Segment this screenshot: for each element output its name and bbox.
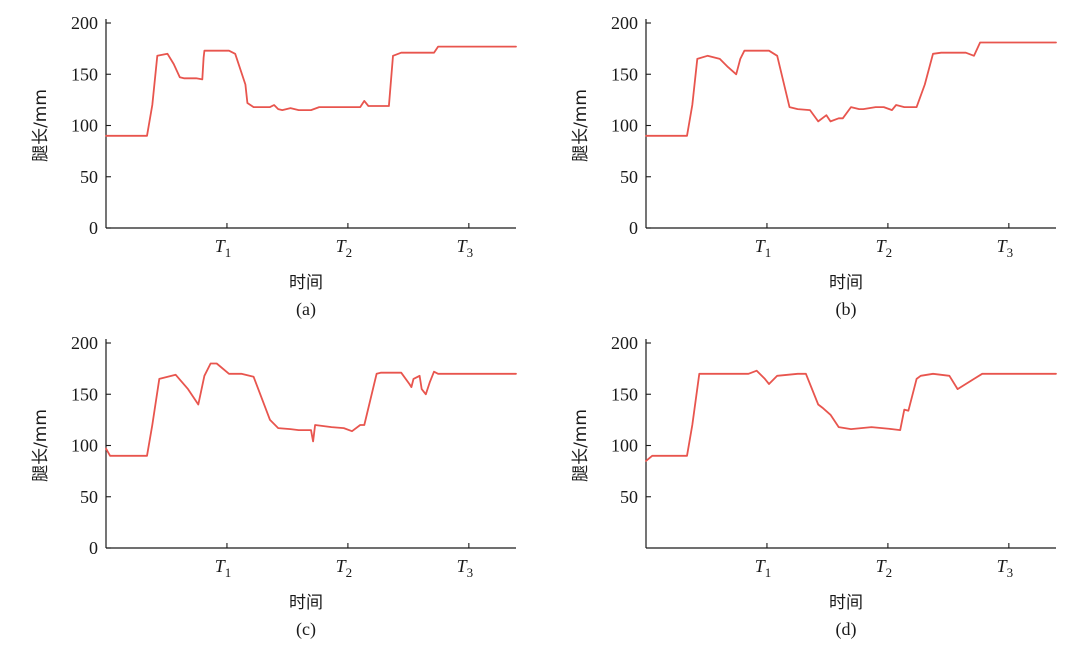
y-tick-label: 50 <box>80 487 98 507</box>
series-line <box>645 369 1057 462</box>
y-tick-label: 100 <box>71 116 98 136</box>
x-tick-label: T1 <box>755 556 772 580</box>
series-line <box>105 362 517 457</box>
y-tick-label: 50 <box>620 167 638 187</box>
y-tick-label: 150 <box>611 64 638 84</box>
panel-caption: (d) <box>836 619 857 640</box>
y-tick-label: 0 <box>629 218 638 238</box>
x-axis-label: 时间 <box>829 593 863 613</box>
x-tick-label: T2 <box>876 236 893 260</box>
x-tick-label: T1 <box>755 236 772 260</box>
x-tick-label: T3 <box>457 236 474 260</box>
x-tick-label: T2 <box>876 556 893 580</box>
series-line <box>105 45 517 137</box>
y-axis-label: 腿长/mm <box>571 409 591 482</box>
x-axis-label: 时间 <box>289 273 323 293</box>
y-tick-label: 150 <box>611 384 638 404</box>
x-tick-label: T1 <box>215 556 232 580</box>
y-tick-label: 100 <box>611 116 638 136</box>
panel-caption: (c) <box>296 619 316 640</box>
x-tick-label: T3 <box>997 556 1014 580</box>
x-axis-label: 时间 <box>289 593 323 613</box>
y-tick-label: 200 <box>611 13 638 33</box>
y-tick-label: 150 <box>71 64 98 84</box>
panel-caption: (a) <box>296 299 316 320</box>
y-tick-label: 50 <box>620 487 638 507</box>
x-tick-label: T2 <box>336 236 353 260</box>
chart-b-svg: 0 50 100 150 200 T1 T2 T3 腿长/mm 时间 (b) <box>571 13 1057 320</box>
y-tick-label: 200 <box>71 13 98 33</box>
x-tick-label: T2 <box>336 556 353 580</box>
y-axis-label: 腿长/mm <box>31 409 51 482</box>
x-tick-label: T1 <box>215 236 232 260</box>
y-tick-label: 150 <box>71 384 98 404</box>
x-tick-label: T3 <box>457 556 474 580</box>
y-tick-label: 0 <box>89 538 98 558</box>
y-axis-label: 腿长/mm <box>571 89 591 162</box>
chart-panel-c: 0 50 100 150 200 T1 T2 T3 腿长/mm 时间 (c) <box>0 320 540 650</box>
chart-c-svg: 0 50 100 150 200 T1 T2 T3 腿长/mm 时间 (c) <box>31 333 517 640</box>
chart-panel-a: 0 50 100 150 200 T1 T2 T3 腿长/mm 时间 (a) <box>0 0 540 330</box>
y-tick-label: 100 <box>71 436 98 456</box>
chart-d-svg: 50 100 150 200 T1 T2 T3 腿长/mm 时间 (d) <box>571 333 1057 640</box>
y-tick-label: 0 <box>89 218 98 238</box>
chart-panel-d: 50 100 150 200 T1 T2 T3 腿长/mm 时间 (d) <box>540 320 1080 650</box>
panel-caption: (b) <box>836 299 857 320</box>
x-axis-label: 时间 <box>829 273 863 293</box>
series-line <box>645 41 1057 137</box>
y-tick-label: 100 <box>611 436 638 456</box>
chart-panel-b: 0 50 100 150 200 T1 T2 T3 腿长/mm 时间 (b) <box>540 0 1080 330</box>
x-tick-label: T3 <box>997 236 1014 260</box>
y-tick-label: 200 <box>71 333 98 353</box>
y-tick-label: 50 <box>80 167 98 187</box>
y-tick-label: 200 <box>611 333 638 353</box>
chart-a-svg: 0 50 100 150 200 T1 T2 T3 腿长/mm 时间 (a) <box>31 13 517 320</box>
y-axis-label: 腿长/mm <box>31 89 51 162</box>
